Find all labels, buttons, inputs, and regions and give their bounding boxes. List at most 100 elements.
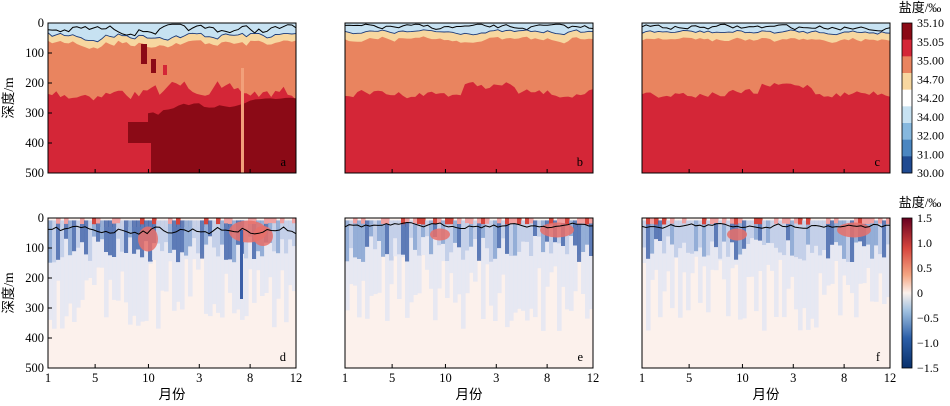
anomaly-cell xyxy=(264,227,269,293)
anomaly-cell xyxy=(762,220,767,245)
panel-frame xyxy=(344,217,594,369)
anomaly-cell xyxy=(589,227,593,310)
anomaly-cell xyxy=(525,220,530,242)
anomaly-cell xyxy=(116,218,121,224)
colorbar-tick-label: 1.5 xyxy=(917,211,932,225)
panel-label-e: e xyxy=(577,350,583,364)
anomaly-cell xyxy=(433,220,438,237)
anomaly-cell xyxy=(806,227,811,330)
band-34-00 xyxy=(48,23,296,42)
colorbar-segment xyxy=(902,156,912,174)
anomaly-cell xyxy=(886,227,890,298)
spot xyxy=(163,65,167,75)
anomaly-cell xyxy=(658,227,663,318)
anomaly-cell xyxy=(726,220,731,257)
anomaly-cell xyxy=(814,227,819,328)
anomaly-cell xyxy=(280,227,285,271)
colorbar-segment xyxy=(902,39,912,57)
anomaly-cell xyxy=(373,227,378,295)
anomaly-cell xyxy=(537,227,542,269)
x-tick-label: 5 xyxy=(92,371,98,385)
anomaly-cell xyxy=(718,220,723,259)
anomaly-cell xyxy=(822,220,827,250)
anomaly-cell xyxy=(818,220,823,256)
anomaly-cell xyxy=(834,220,839,243)
anomaly-cell xyxy=(838,227,843,316)
x-tick-label: 8 xyxy=(841,371,847,385)
anomaly-cell xyxy=(56,218,61,224)
x-axis-label: 月份 xyxy=(159,387,186,402)
anomaly-cell xyxy=(168,220,173,253)
positive-anomaly xyxy=(253,226,273,246)
anomaly-cell xyxy=(172,220,177,250)
y-tick-label: 0 xyxy=(38,211,44,225)
anomaly-cell xyxy=(758,220,763,241)
anomaly-cell xyxy=(389,220,394,261)
y-tick-label: 200 xyxy=(25,76,44,90)
anomaly-cell xyxy=(449,218,454,225)
anomaly-cell xyxy=(513,218,518,224)
panel-c xyxy=(641,22,891,174)
anomaly-cell xyxy=(549,218,554,225)
anomaly-cell xyxy=(280,218,285,224)
anomaly-cell xyxy=(361,220,366,262)
anomaly-cell xyxy=(662,227,667,292)
anomaly-cell xyxy=(798,220,803,259)
anomaly-cell xyxy=(529,220,534,256)
anomaly-cell xyxy=(481,218,486,225)
anomaly-cell xyxy=(381,218,386,224)
colorbar-tick-label: −1.5 xyxy=(917,361,939,375)
panel-frame xyxy=(47,217,297,369)
anomaly-cell xyxy=(292,227,296,292)
anomaly-cell xyxy=(216,218,221,225)
anomaly-cell xyxy=(505,218,510,225)
anomaly-cell xyxy=(746,227,751,277)
colorbar-tick-label: 35.10 xyxy=(917,16,944,30)
band-34-00 xyxy=(345,23,593,35)
panel-frame xyxy=(641,22,891,174)
contour-line xyxy=(642,23,890,32)
anomaly-cell xyxy=(766,227,771,265)
x-axis-label: 月份 xyxy=(753,387,781,402)
anomaly-cell xyxy=(373,220,378,250)
panel-frame xyxy=(641,217,891,369)
contour-line xyxy=(48,225,296,235)
anomaly-cell xyxy=(156,220,161,244)
anomaly-cell xyxy=(806,218,811,225)
anomaly-cell xyxy=(449,220,454,253)
anomaly-cell xyxy=(92,220,97,237)
anomaly-cell xyxy=(445,218,450,225)
anomaly-cell xyxy=(750,220,755,239)
anomaly-cell xyxy=(357,220,362,259)
anomaly-cell xyxy=(770,227,775,271)
anomaly-cell xyxy=(886,220,890,245)
anomaly-cell xyxy=(561,218,566,224)
colorbar-segment xyxy=(902,106,912,124)
anomaly-cell xyxy=(292,218,296,224)
anomaly-cell xyxy=(72,220,77,252)
anomaly-cell xyxy=(188,227,193,297)
anomaly-cell xyxy=(365,227,370,319)
anomaly-cell xyxy=(228,220,233,260)
anomaly-cell xyxy=(501,220,506,239)
anomaly-cell xyxy=(232,220,237,263)
anomaly-cell xyxy=(790,220,795,256)
anomaly-cell xyxy=(469,220,474,247)
anomaly-cell xyxy=(866,227,871,268)
anomaly-cell xyxy=(369,220,374,237)
anomaly-cell xyxy=(180,227,185,310)
colorbar-tick-label: 32.00 xyxy=(917,129,944,143)
anomaly-cell xyxy=(806,220,811,245)
anomaly-cell xyxy=(682,220,687,243)
x-tick-label: 1 xyxy=(342,371,348,385)
x-tick-label: 8 xyxy=(247,371,253,385)
anomaly-cell xyxy=(654,218,659,225)
anomaly-cell xyxy=(882,220,887,258)
anomaly-cell xyxy=(786,227,791,289)
y-tick-label: 400 xyxy=(25,331,44,345)
anomaly-cell xyxy=(654,227,659,270)
anomaly-cell xyxy=(461,220,466,260)
anomaly-cell xyxy=(188,220,193,247)
anomaly-cell xyxy=(212,220,217,248)
anomaly-cell xyxy=(136,227,141,326)
